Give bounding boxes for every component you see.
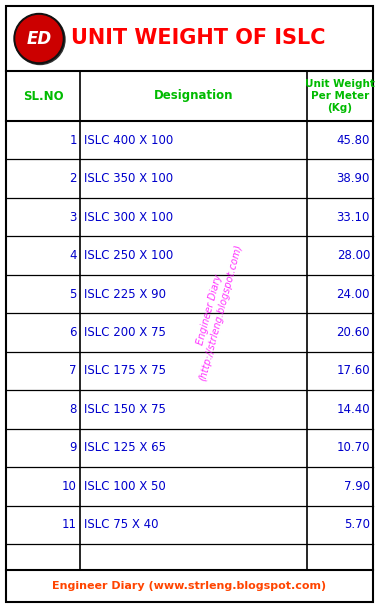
Text: Designation: Designation [154, 89, 233, 103]
Text: 8: 8 [70, 403, 77, 416]
Text: 5: 5 [70, 288, 77, 300]
Text: ISLC 400 X 100: ISLC 400 X 100 [84, 134, 173, 147]
Text: 6: 6 [69, 326, 77, 339]
Text: 10: 10 [62, 480, 77, 493]
Circle shape [16, 15, 62, 61]
Text: 7: 7 [69, 364, 77, 378]
Text: SL.NO: SL.NO [23, 89, 63, 103]
Text: ISLC 250 X 100: ISLC 250 X 100 [84, 249, 173, 262]
Text: 7.90: 7.90 [344, 480, 370, 493]
Text: Unit Weight
Per Meter
(Kg): Unit Weight Per Meter (Kg) [305, 80, 375, 112]
Text: ISLC 300 X 100: ISLC 300 X 100 [84, 210, 173, 224]
Text: 45.80: 45.80 [337, 134, 370, 147]
Text: 10.70: 10.70 [337, 441, 370, 454]
Text: 3: 3 [70, 210, 77, 224]
Text: 11: 11 [62, 518, 77, 531]
Text: ISLC 200 X 75: ISLC 200 X 75 [84, 326, 166, 339]
Text: 20.60: 20.60 [337, 326, 370, 339]
Text: 14.40: 14.40 [337, 403, 370, 416]
Text: 4: 4 [69, 249, 77, 262]
Text: 24.00: 24.00 [337, 288, 370, 300]
Text: 2: 2 [69, 172, 77, 185]
Text: UNIT WEIGHT OF ISLC: UNIT WEIGHT OF ISLC [71, 29, 326, 49]
Circle shape [14, 13, 64, 63]
Text: ISLC 150 X 75: ISLC 150 X 75 [84, 403, 166, 416]
Text: 9: 9 [69, 441, 77, 454]
Text: ISLC 175 X 75: ISLC 175 X 75 [84, 364, 166, 378]
Text: 33.10: 33.10 [337, 210, 370, 224]
Text: Engineer Diary (www.strleng.blogspot.com): Engineer Diary (www.strleng.blogspot.com… [52, 581, 327, 591]
Text: ISLC 100 X 50: ISLC 100 X 50 [84, 480, 166, 493]
Circle shape [15, 15, 65, 64]
Text: ISLC 125 X 65: ISLC 125 X 65 [84, 441, 166, 454]
Text: Engineer Diary
(http://strleng.blogspot.com): Engineer Diary (http://strleng.blogspot.… [186, 240, 244, 382]
Text: ISLC 75 X 40: ISLC 75 X 40 [84, 518, 158, 531]
Text: ISLC 350 X 100: ISLC 350 X 100 [84, 172, 173, 185]
Text: 38.90: 38.90 [337, 172, 370, 185]
Text: 5.70: 5.70 [344, 518, 370, 531]
Text: ISLC 225 X 90: ISLC 225 X 90 [84, 288, 166, 300]
Text: ED: ED [27, 30, 52, 47]
Text: 17.60: 17.60 [337, 364, 370, 378]
Text: 28.00: 28.00 [337, 249, 370, 262]
Text: 1: 1 [69, 134, 77, 147]
